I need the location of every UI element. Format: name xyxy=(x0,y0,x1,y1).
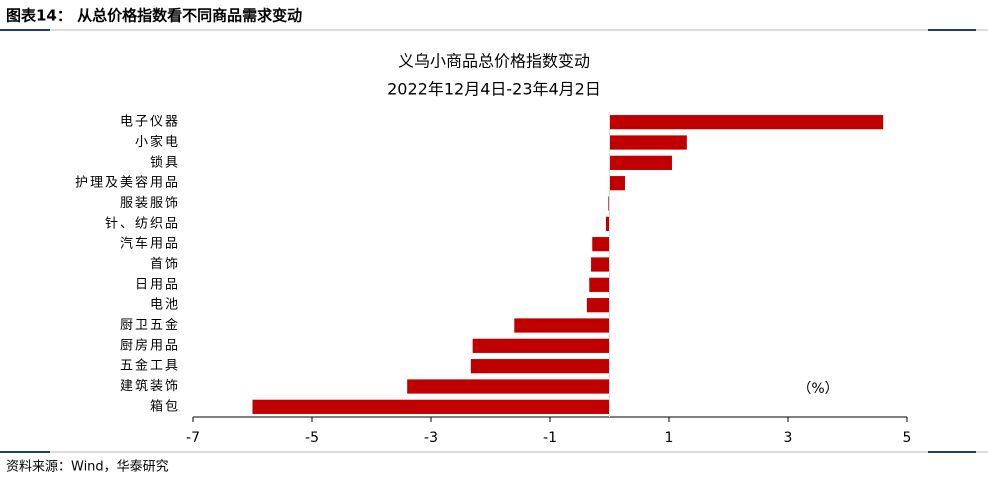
x-tick-label: -1 xyxy=(543,430,557,446)
y-tick-label: 电子仪器 xyxy=(120,115,180,130)
bar xyxy=(609,115,884,130)
y-tick-label: 汽车用品 xyxy=(120,236,180,252)
x-tick-label: 3 xyxy=(784,430,793,446)
bar xyxy=(591,257,610,272)
bar xyxy=(609,176,625,191)
y-tick-label: 箱包 xyxy=(150,398,180,414)
y-tick-label: 首饰 xyxy=(150,257,180,272)
x-tick-label: -5 xyxy=(305,430,319,446)
y-tick-label: 厨房用品 xyxy=(120,337,180,353)
y-tick-label: 五金工具 xyxy=(120,358,180,374)
x-tick-label: 1 xyxy=(665,430,674,446)
y-tick-label: 护理及美容用品 xyxy=(75,175,180,191)
y-tick-label: 建筑装饰 xyxy=(120,378,180,394)
bar xyxy=(609,135,687,150)
chart-subtitle: 2022年12月4日-23年4月2日 xyxy=(387,80,601,99)
bar xyxy=(592,237,610,252)
unit-annotation: （%） xyxy=(797,381,838,397)
bar xyxy=(608,196,610,211)
bar xyxy=(470,359,610,374)
bar xyxy=(609,155,672,170)
y-tick-label: 服装服饰 xyxy=(120,196,180,211)
x-tick-label: 5 xyxy=(903,430,912,446)
bar xyxy=(472,338,610,353)
bar xyxy=(589,277,610,292)
y-tick-label: 日用品 xyxy=(135,277,180,292)
chart-title: 义乌小商品总价格指数变动 xyxy=(398,52,590,71)
bar xyxy=(514,318,610,333)
x-tick-label: -7 xyxy=(186,430,200,446)
y-tick-label: 厨卫五金 xyxy=(120,317,180,333)
bar xyxy=(252,399,610,414)
y-tick-label: 锁具 xyxy=(150,154,180,170)
x-tick-label: -3 xyxy=(424,430,438,446)
source: 资料来源：Wind，华泰研究 xyxy=(6,460,169,475)
y-tick-label: 针、纺织品 xyxy=(105,216,180,231)
header-title: 图表14： 从总价格指数看不同商品需求变动 xyxy=(6,7,302,25)
bar xyxy=(586,298,610,313)
bar xyxy=(605,216,610,231)
bar xyxy=(407,379,610,394)
y-tick-label: 小家电 xyxy=(135,134,180,150)
y-tick-label: 电池 xyxy=(150,298,180,313)
